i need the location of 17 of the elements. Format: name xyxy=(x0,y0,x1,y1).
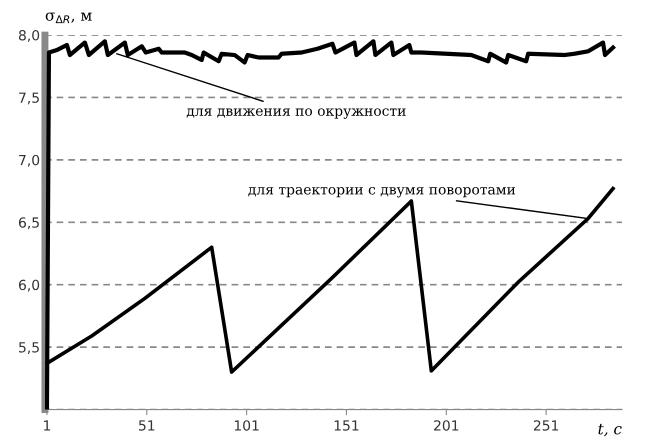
y-tick-label: 6,0 xyxy=(18,280,40,292)
x-tick-label: 51 xyxy=(139,420,154,431)
line-series xyxy=(44,39,616,410)
y-tick-label: 5,5 xyxy=(19,342,39,354)
x-tick-label: 1 xyxy=(44,420,50,430)
x-tick-label: 151 xyxy=(334,420,358,431)
x-tick-label: 101 xyxy=(234,420,259,431)
annotation: для движения по окружности xyxy=(186,108,406,119)
y-tick-label: 7,0 xyxy=(19,154,40,167)
y-tick-label: 6,5 xyxy=(18,217,39,230)
y-tick-label: 8,0 xyxy=(18,30,40,42)
x-axis-title: t, с xyxy=(598,424,622,436)
x-tick-label: 201 xyxy=(434,420,458,431)
annotation: для траектории с двумя поворотами xyxy=(248,186,516,198)
y-axis-title: σ$_{ΔR}$, м xyxy=(46,12,92,24)
x-tick-label: 251 xyxy=(534,420,558,431)
y-tick-label: 7,5 xyxy=(19,92,39,104)
